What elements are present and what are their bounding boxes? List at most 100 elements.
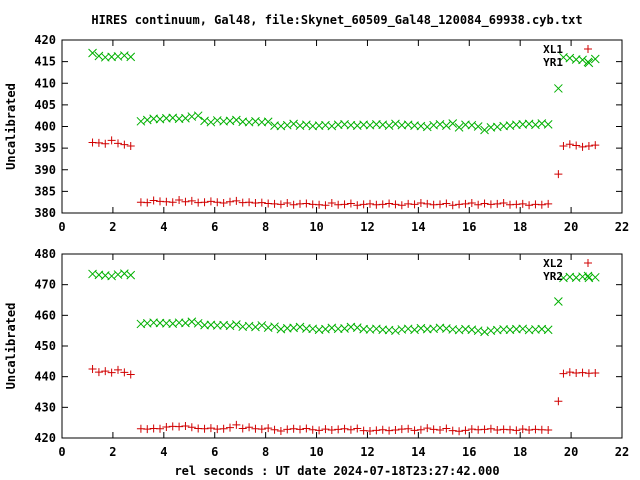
data-point (559, 141, 568, 150)
data-point (554, 297, 563, 306)
y-tick-label: 405 (34, 98, 56, 112)
data-point (537, 200, 546, 209)
data-point (212, 321, 222, 330)
data-point (174, 318, 184, 328)
data-point (385, 199, 394, 208)
data-point (149, 318, 158, 328)
data-point (448, 119, 458, 128)
data-point (340, 200, 349, 209)
y-axis-label: Uncalibrated (4, 83, 18, 170)
x-axis-label: rel seconds : UT date 2024-07-18T23:27:4… (174, 464, 499, 478)
data-point (461, 199, 470, 208)
data-point (175, 196, 184, 205)
data-point (289, 119, 298, 129)
data-point (372, 426, 381, 435)
data-point (162, 318, 171, 328)
data-point (391, 426, 400, 435)
data-point (467, 199, 476, 208)
data-point (454, 123, 464, 132)
data-point (187, 196, 196, 205)
data-point (404, 424, 413, 433)
data-point (143, 425, 152, 434)
data-point (366, 199, 374, 208)
x-tick-label: 20 (564, 445, 578, 459)
data-point (206, 117, 216, 127)
data-point (181, 113, 190, 123)
data-point (206, 197, 215, 206)
data-point (422, 122, 432, 132)
data-point (308, 425, 317, 434)
series-xl1 (88, 136, 600, 210)
data-point (162, 422, 171, 431)
data-point (327, 199, 336, 208)
data-point (512, 426, 521, 435)
data-point (442, 199, 451, 208)
data-point (257, 425, 266, 434)
data-point (120, 269, 129, 278)
data-point (578, 142, 587, 151)
legend-label: YR2 (543, 270, 563, 283)
data-point (353, 424, 362, 433)
x-tick-label: 2 (109, 220, 116, 234)
data-point (499, 325, 508, 334)
x-tick-label: 16 (462, 220, 476, 234)
data-point (114, 365, 122, 374)
x-tick-label: 10 (309, 220, 323, 234)
data-point (340, 424, 349, 433)
x-tick-label: 2 (109, 445, 116, 459)
x-tick-label: 10 (309, 445, 323, 459)
data-point (442, 121, 451, 130)
data-point (302, 199, 311, 208)
data-point (554, 397, 563, 406)
data-point (238, 424, 247, 433)
data-point (591, 141, 600, 150)
data-point (107, 136, 116, 145)
x-tick-label: 12 (360, 220, 374, 234)
data-point (334, 425, 343, 434)
data-point (455, 427, 464, 436)
data-point (473, 122, 483, 131)
data-point (101, 367, 110, 376)
data-point (200, 424, 209, 433)
data-point (366, 426, 374, 435)
data-point (429, 425, 438, 434)
x-tick-label: 6 (211, 445, 218, 459)
data-point (181, 422, 190, 431)
data-point (544, 199, 553, 208)
data-point (226, 197, 234, 206)
data-point (276, 200, 285, 209)
data-point (302, 324, 311, 333)
data-point (422, 324, 432, 334)
bottom-panel: 0 2 4 6 8 10 12 14 16 18 20 22 420 430 440 450 460 470 480… (4, 247, 629, 459)
x-tick-label: 4 (160, 220, 167, 234)
data-point (384, 121, 394, 130)
y-tick-label: 390 (34, 163, 56, 177)
data-point (436, 200, 444, 209)
top-panel: 0 2 4 6 8 10 12 14 16 18 20 22 380 385 390 395 400 405 410… (4, 33, 629, 234)
data-point (94, 368, 103, 377)
legend-label: XL2 (543, 257, 563, 270)
y-tick-label: 420 (34, 431, 56, 445)
y-tick-label: 395 (34, 141, 56, 155)
legend-marker (584, 259, 592, 267)
data-point (572, 141, 581, 150)
data-point (257, 198, 266, 207)
data-point (143, 198, 152, 207)
data-point (120, 140, 129, 149)
series-yr2 (88, 269, 600, 337)
data-point (543, 325, 553, 335)
data-point (283, 425, 292, 434)
y-tick-label: 430 (34, 400, 56, 414)
data-point (126, 52, 136, 62)
x-tick-label: 22 (615, 445, 629, 459)
legend-marker (584, 45, 592, 53)
data-point (289, 424, 298, 433)
data-point (295, 322, 305, 332)
x-tick-label: 14 (411, 445, 425, 459)
y-tick-label: 450 (34, 339, 56, 353)
data-point (257, 321, 267, 330)
legend-marker (583, 271, 593, 281)
data-point (282, 323, 292, 333)
y-tick-label: 460 (34, 308, 56, 322)
data-point (493, 426, 502, 435)
